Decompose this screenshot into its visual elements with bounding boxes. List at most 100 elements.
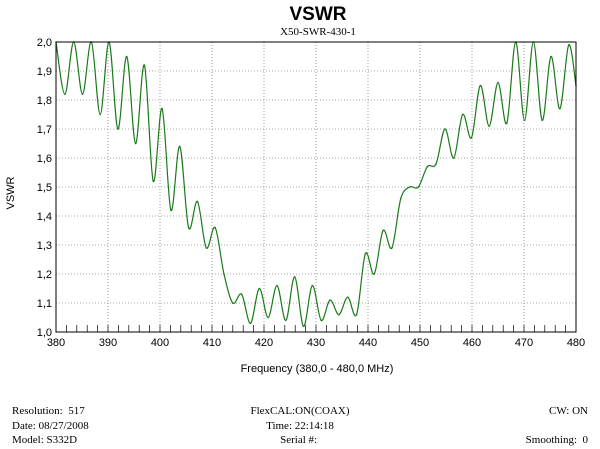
data-point [470, 136, 473, 139]
data-point [523, 119, 526, 122]
x-tick-label: 410 [203, 337, 221, 349]
data-point [329, 299, 331, 301]
data-point [249, 322, 252, 325]
data-point [541, 119, 543, 122]
resolution-field: Resolution: 517 [12, 405, 85, 417]
flexcal-label: FlexCAL: [250, 405, 296, 417]
data-point [125, 55, 128, 58]
data-point [223, 273, 225, 275]
data-point [461, 113, 464, 116]
y-tick-label: 1,9 [37, 66, 52, 78]
data-point [355, 313, 358, 316]
data-point [391, 247, 393, 249]
data-point [399, 197, 402, 200]
smoothing-field: Smoothing: 0 [526, 434, 588, 446]
cw-value: ON [572, 405, 588, 417]
date-value: 08/27/2008 [38, 420, 89, 432]
flexcal-field: FlexCAL:ON(COAX) [250, 405, 349, 417]
data-point [497, 81, 499, 84]
model-value: S332D [46, 434, 78, 446]
data-point [417, 186, 420, 188]
data-point [302, 325, 305, 328]
y-tick-label: 1,6 [37, 153, 52, 165]
time-field: Time: 22:14:18 [266, 420, 334, 432]
x-tick-label: 400 [151, 337, 169, 349]
data-point [214, 226, 216, 229]
data-point [143, 64, 146, 66]
date-field: Date: 08/27/2008 [12, 420, 89, 432]
data-point [506, 122, 508, 124]
grid [56, 42, 576, 332]
data-point [311, 284, 314, 287]
data-point [479, 84, 482, 87]
series-line-vswr [55, 41, 577, 327]
flexcal-value: ON(COAX) [295, 405, 350, 417]
data-point [550, 55, 552, 58]
data-point [373, 273, 376, 275]
x-tick-label: 460 [463, 337, 481, 349]
data-point [276, 284, 278, 287]
cw-field: CW: ON [549, 405, 588, 417]
y-tick-label: 1,2 [37, 269, 52, 281]
x-tick-label: 480 [567, 337, 585, 349]
data-point [338, 313, 340, 316]
data-point [320, 319, 323, 322]
data-point [435, 163, 437, 165]
resolution-label: Resolution: [12, 405, 63, 417]
data-point [258, 287, 261, 290]
data-point [364, 252, 367, 255]
resolution-value: 517 [68, 405, 85, 417]
data-point [346, 296, 349, 299]
smoothing-value: 0 [582, 434, 589, 446]
time-value: 22:14:18 [294, 420, 334, 432]
y-axis-label: VSWR [5, 176, 17, 209]
data-point [152, 180, 155, 182]
tick-labels: 380 390 400 410 420 430 440 450 460 470 480 1,0 1,1 1… [37, 37, 585, 349]
chart-subtitle: X50-SWR-430-1 [280, 26, 356, 38]
model-field: Model: S332D [12, 434, 77, 446]
data-point [64, 93, 66, 95]
data-point [187, 226, 190, 229]
data-point [240, 293, 243, 296]
y-tick-label: 1,5 [37, 182, 52, 194]
data-point [117, 128, 119, 130]
serial-field: Serial #: [280, 434, 320, 446]
smoothing-label: Smoothing: [525, 434, 577, 446]
data-point [267, 316, 269, 319]
data-point [444, 128, 446, 130]
x-tick-label: 430 [307, 337, 325, 349]
data-point [81, 93, 84, 95]
y-tick-label: 1,4 [37, 211, 52, 223]
x-tick-label: 470 [515, 337, 533, 349]
date-label: Date: [12, 420, 36, 432]
time-label: Time: [266, 420, 293, 432]
data-point [293, 276, 296, 278]
x-tick-label: 380 [47, 337, 65, 349]
y-tick-label: 2,0 [37, 37, 52, 49]
data-point [170, 209, 172, 211]
plot-frame [55, 41, 577, 333]
data-point [205, 247, 208, 249]
data-point [408, 186, 411, 188]
y-tick-label: 1,3 [37, 240, 52, 252]
cw-label: CW: [548, 405, 570, 417]
data-point [196, 200, 199, 203]
data-point [178, 145, 181, 148]
y-tick-label: 1,8 [37, 95, 52, 107]
data-point [426, 165, 429, 168]
x-axis-label: Frequency (380,0 - 480,0 MHz) [241, 363, 394, 375]
x-tick-label: 420 [255, 337, 273, 349]
y-tick-label: 1,0 [37, 327, 52, 339]
data-point [232, 302, 234, 304]
chart-title: VSWR [290, 4, 347, 25]
data-point [382, 229, 384, 232]
minor-ticks [55, 325, 577, 332]
data-point [453, 157, 455, 159]
data-point [161, 107, 163, 110]
x-tick-label: 440 [359, 337, 377, 349]
y-tick-label: 1,7 [37, 124, 52, 136]
x-tick-label: 390 [99, 337, 117, 349]
y-tick-label: 1,1 [37, 298, 52, 310]
data-point [99, 113, 101, 116]
